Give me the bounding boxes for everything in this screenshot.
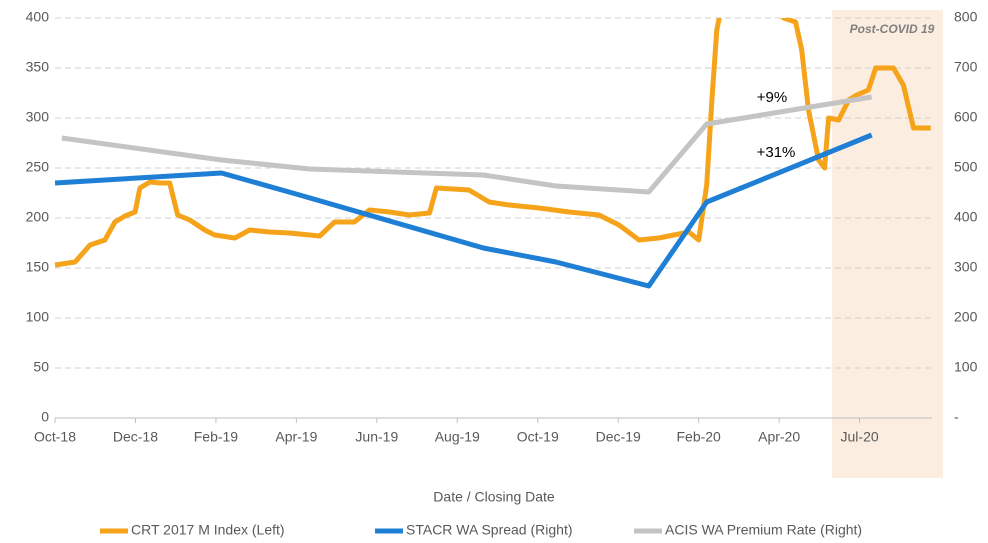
y-tick-label: 0 — [41, 409, 49, 425]
x-tick-label: Apr-20 — [758, 429, 800, 445]
y2-tick-label: 500 — [954, 159, 978, 175]
legend-label: CRT 2017 M Index (Left) — [131, 522, 285, 538]
x-tick-label: Apr-19 — [275, 429, 317, 445]
x-tick-label: Jun-19 — [355, 429, 398, 445]
legend-label: STACR WA Spread (Right) — [406, 522, 573, 538]
x-tick-label: Oct-18 — [34, 429, 76, 445]
y2-tick-label: 400 — [954, 209, 978, 225]
y-tick-label: 200 — [26, 209, 50, 225]
y2-tick-label: 100 — [954, 359, 978, 375]
y-tick-label: 300 — [26, 109, 50, 125]
annotation: +31% — [757, 144, 796, 161]
x-tick-label: Jul-20 — [841, 429, 879, 445]
x-tick-label: Feb-19 — [194, 429, 239, 445]
series-line — [61, 94, 873, 195]
y2-tick-label: - — [954, 409, 959, 425]
series-line — [54, 18, 931, 268]
x-tick-label: Dec-18 — [113, 429, 158, 445]
y-tick-label: 350 — [26, 59, 50, 75]
y2-tick-label: 200 — [954, 309, 978, 325]
annotation: +9% — [757, 89, 787, 106]
y2-tick-label: 800 — [954, 9, 978, 25]
y-tick-label: 150 — [26, 259, 50, 275]
x-tick-label: Feb-20 — [676, 429, 721, 445]
y-tick-label: 400 — [26, 9, 50, 25]
legend-label: ACIS WA Premium Rate (Right) — [665, 522, 862, 538]
annotation: Post-COVID 19 — [850, 22, 935, 36]
y-tick-label: 50 — [33, 359, 49, 375]
x-tick-label: Oct-19 — [517, 429, 559, 445]
x-axis-title: Date / Closing Date — [433, 489, 555, 505]
post-covid-shade — [832, 10, 943, 478]
x-tick-label: Aug-19 — [435, 429, 480, 445]
y2-tick-label: 600 — [954, 109, 978, 125]
y2-tick-label: 700 — [954, 59, 978, 75]
x-tick-label: Dec-19 — [596, 429, 641, 445]
series-line — [54, 132, 873, 289]
y-tick-label: 250 — [26, 159, 50, 175]
y2-tick-label: 300 — [954, 259, 978, 275]
y-tick-label: 100 — [26, 309, 50, 325]
